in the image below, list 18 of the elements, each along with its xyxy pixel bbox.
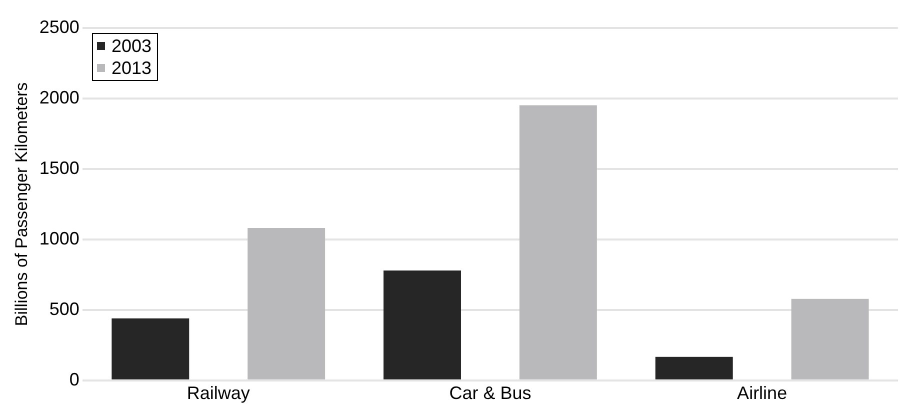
y-tick-label: 1500	[39, 158, 80, 178]
bar	[248, 228, 326, 380]
y-tick-label: 0	[69, 369, 80, 390]
x-tick-label: Car & Bus	[449, 383, 532, 404]
legend-label: 2013	[111, 57, 152, 79]
y-axis-title: Billions of Passenger Kilometers	[12, 82, 31, 326]
bar	[791, 298, 869, 380]
y-tick-label: 1000	[39, 228, 80, 248]
bar	[519, 105, 597, 380]
bar	[112, 318, 190, 380]
x-tick-label: Railway	[186, 383, 250, 404]
x-tick-label: Airline	[737, 383, 788, 404]
y-tick-label: 2000	[39, 87, 80, 108]
bar	[655, 356, 733, 380]
y-tick-label: 500	[49, 298, 80, 319]
y-tick-label: 2500	[39, 16, 80, 37]
legend-label: 2003	[111, 35, 152, 57]
bar	[384, 270, 461, 380]
